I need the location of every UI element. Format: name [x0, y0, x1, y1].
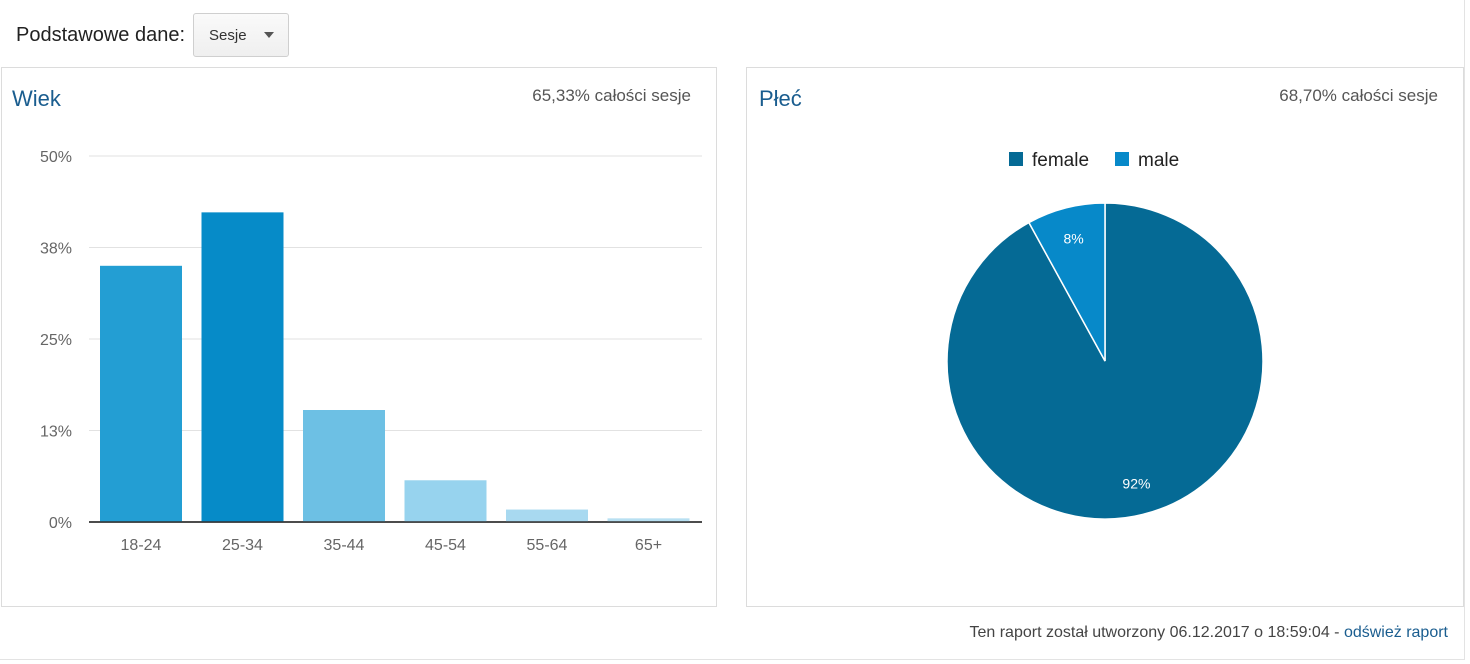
x-tick-label: 35-44 [324, 537, 365, 554]
legend-swatch-female [1009, 152, 1023, 166]
y-tick-label: 50% [40, 149, 72, 166]
bar-55-64 [506, 509, 588, 522]
gender-panel-subtitle: 68,70% całości sesje [1279, 86, 1438, 105]
y-tick-label: 0% [49, 515, 72, 532]
gender-pie-chart: female male 92% 8% [946, 150, 1264, 520]
metric-selector-dropdown[interactable]: Sesje [193, 13, 290, 57]
bar-65+ [607, 518, 690, 522]
bar-18-24 [100, 265, 182, 522]
age-panel-subtitle: 65,33% całości sesje [532, 86, 691, 105]
y-tick-label: 13% [40, 424, 72, 441]
age-panel: Wiek 65,33% całości sesje 0% 13% 25% 38% 50%… [1, 67, 717, 607]
legend-swatch-male [1115, 152, 1129, 166]
legend-label-male: male [1138, 150, 1179, 171]
y-tick-label: 25% [40, 332, 72, 349]
legend-label-female: female [1032, 150, 1089, 171]
x-tick-label: 25-34 [222, 537, 263, 554]
bar-35-44 [303, 410, 385, 522]
footer-text: Ten raport został utworzony 06.12.2017 o… [969, 624, 1340, 641]
pie-slice-label-female: 92% [1122, 475, 1150, 491]
primary-dimension-bar: Podstawowe dane: Sesje [16, 12, 290, 58]
pie-slice-label-male: 8% [1063, 231, 1083, 247]
bar-45-54 [404, 480, 487, 522]
x-tick-label: 65+ [635, 537, 662, 554]
age-bar-chart: 0% 13% 25% 38% 50% 18-24 25-34 35-44 45-54 55-64 6… [40, 149, 702, 554]
age-panel-title: Wiek [12, 86, 61, 111]
metric-selector-value: Sesje [209, 26, 247, 44]
pie-slice-male [1027, 202, 1106, 362]
gender-panel: Płeć 68,70% całości sesje female male 92% 8… [746, 67, 1464, 607]
x-tick-label: 45-54 [425, 537, 466, 554]
bar-25-34 [201, 212, 284, 522]
gender-panel-title: Płeć [759, 86, 802, 111]
chevron-down-icon [263, 32, 274, 38]
y-tick-label: 38% [40, 241, 72, 258]
report-footer: Ten raport został utworzony 06.12.2017 o… [969, 624, 1448, 642]
refresh-report-link[interactable]: odśwież raport [1343, 624, 1448, 641]
x-tick-label: 18-24 [121, 537, 162, 554]
primary-dimension-label: Podstawowe dane: [16, 23, 186, 46]
x-tick-label: 55-64 [527, 537, 568, 554]
